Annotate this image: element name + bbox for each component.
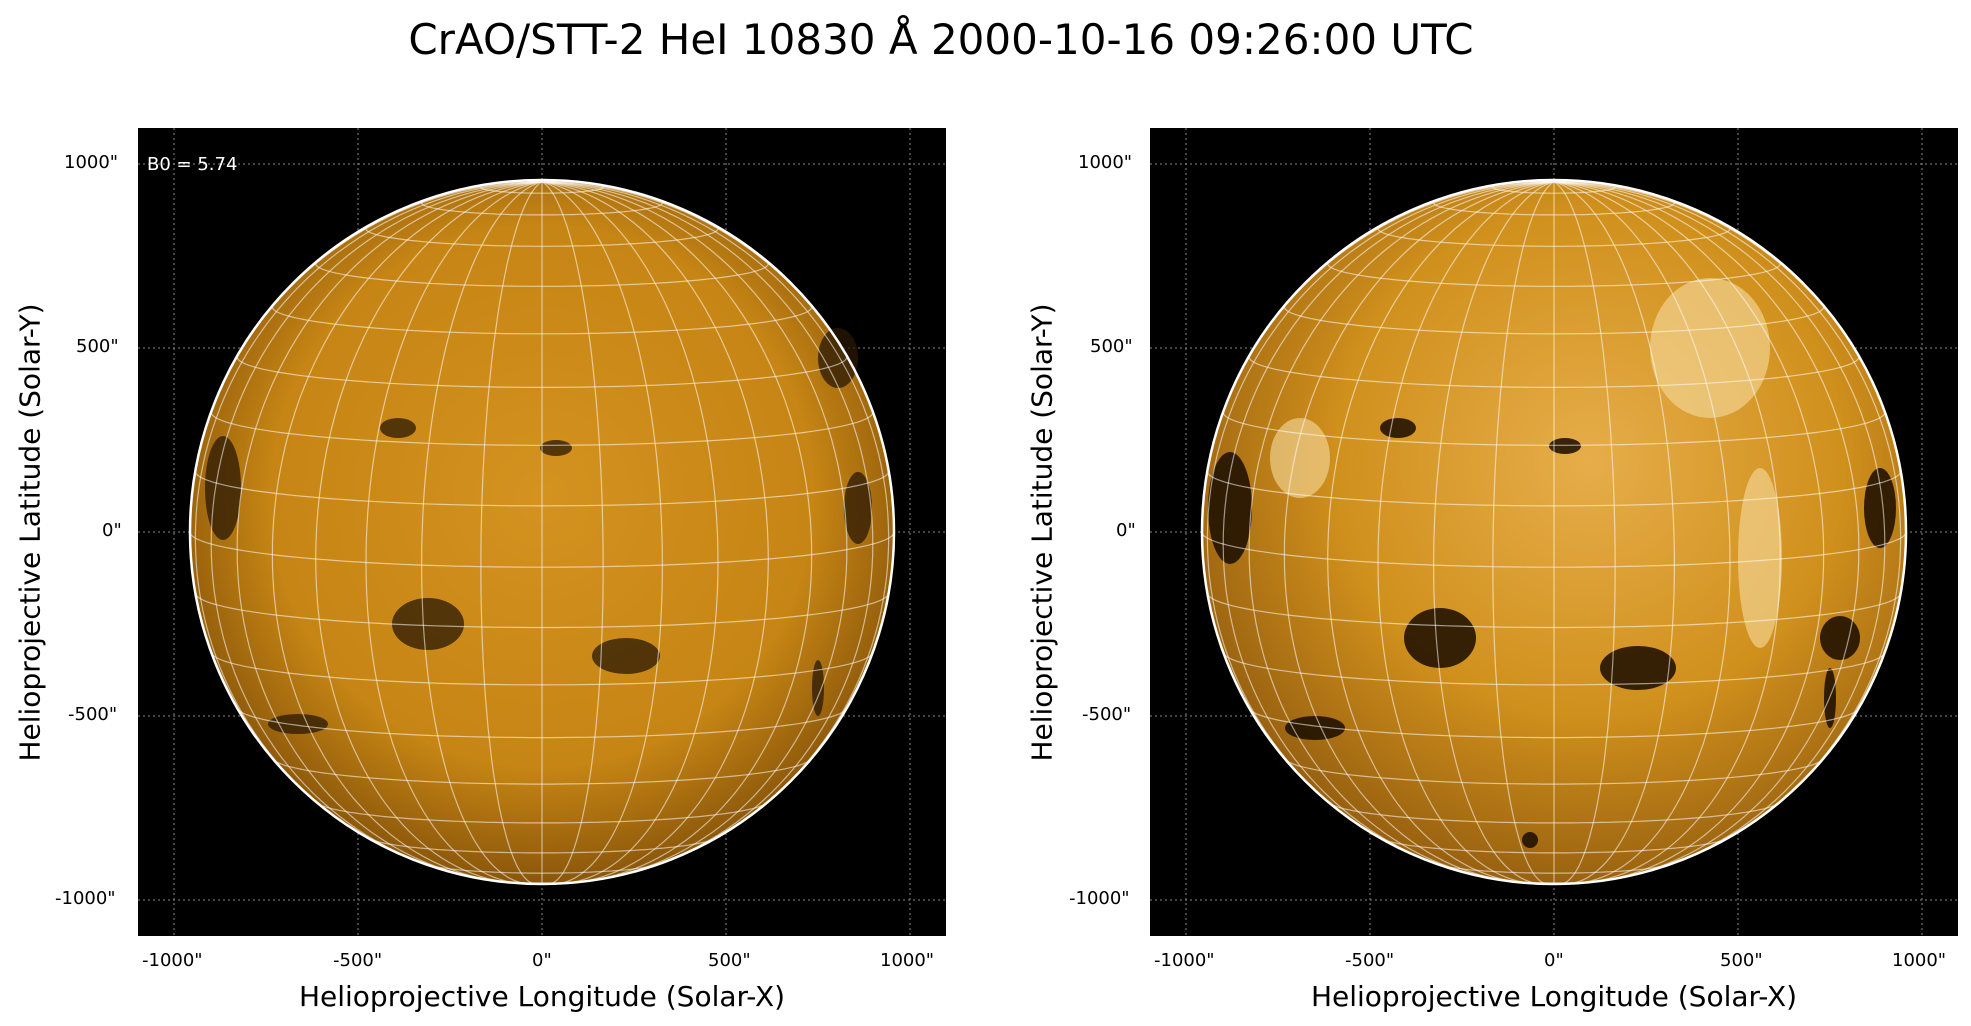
meridian-line	[194, 181, 543, 833]
meridian-line	[210, 181, 543, 870]
heliographic-grid-right	[1201, 181, 1907, 885]
parallel-line	[1381, 838, 1727, 854]
figure-title: CrAO/STT-2 HeI 10830 Å 2000-10-16 09:26:…	[408, 15, 1474, 64]
ytick-left-5: -1000"	[55, 888, 116, 909]
xtick-right-1: -1000"	[1154, 950, 1215, 971]
meridian-line	[541, 181, 604, 885]
meridian-line	[541, 181, 874, 870]
parallel-line	[1285, 759, 1823, 785]
parallel-line	[1222, 412, 1886, 446]
ytick-left-2: 500"	[76, 336, 119, 357]
meridian-line	[1553, 181, 1676, 884]
ytick-left-1: 1000"	[64, 152, 119, 173]
meridian-line	[541, 181, 890, 833]
x-axis-label-right: Helioprojective Longitude (Solar-X)	[1310, 980, 1798, 1013]
parallel-line	[369, 838, 715, 854]
meridian-line	[1553, 181, 1731, 884]
meridian-line	[1553, 181, 1902, 833]
parallel-line	[273, 759, 811, 785]
meridian-line	[541, 181, 769, 884]
parallel-line	[271, 306, 813, 335]
parallel-line	[427, 864, 657, 874]
ytick-right-2: 500"	[1090, 336, 1133, 357]
xtick-right-5: 1000"	[1892, 950, 1947, 971]
parallel-line	[1223, 653, 1885, 686]
parallel-line	[480, 187, 604, 194]
parallel-line	[237, 708, 847, 739]
meridian-line	[1377, 181, 1555, 884]
parallel-line	[1439, 864, 1669, 874]
xtick-right-4: 500"	[1720, 950, 1763, 971]
meridian-line	[1432, 181, 1555, 884]
solar-disk-svg-left	[138, 128, 946, 936]
meridian-line	[365, 181, 543, 884]
parallel-line	[1206, 471, 1902, 507]
heliographic-grid-left	[189, 181, 895, 885]
meridian-line	[1553, 181, 1886, 870]
xtick-right-3: 0"	[1544, 950, 1564, 971]
xtick-left-2: -500"	[333, 950, 383, 971]
meridian-line	[1222, 181, 1555, 870]
solar-disk-image-right	[1150, 128, 1958, 936]
parallel-line	[1433, 202, 1675, 216]
ytick-right-1: 1000"	[1078, 152, 1133, 173]
parallel-line	[1377, 228, 1731, 247]
xtick-left-1: -1000"	[142, 950, 203, 971]
parallel-line	[195, 593, 889, 629]
xtick-right-2: -500"	[1345, 950, 1395, 971]
bright-regions-right	[1270, 278, 1782, 648]
meridian-line	[1553, 181, 1616, 885]
meridian-line	[480, 181, 543, 885]
parallel-line	[210, 412, 874, 446]
x-axis-label-left: Helioprojective Longitude (Solar-X)	[298, 980, 786, 1013]
meridian-line	[1553, 181, 1825, 882]
meridian-line	[1492, 181, 1555, 885]
meridian-line	[271, 181, 543, 882]
meridian-line	[1206, 181, 1555, 833]
xtick-left-4: 500"	[708, 950, 751, 971]
y-axis-label-left: Helioprojective Latitude (Solar-Y)	[13, 303, 47, 762]
xtick-left-5: 1000"	[880, 950, 935, 971]
b0-annotation: B0 = 5.74	[147, 154, 238, 175]
meridian-line	[541, 181, 719, 884]
dark-filaments-right	[1208, 418, 1896, 848]
parallel-line	[1207, 593, 1901, 629]
parallel-line	[194, 471, 890, 507]
meridian-line	[315, 181, 543, 884]
solar-disk-image-left: B0 = 5.74	[138, 128, 946, 936]
ytick-left-4: -500"	[68, 704, 118, 725]
meridian-line	[1327, 181, 1555, 884]
parallel-line	[189, 531, 895, 568]
solar-disk-svg-right	[1150, 128, 1958, 936]
parallel-line	[365, 228, 719, 247]
dark-filaments-left	[205, 328, 872, 734]
parallel-line	[211, 653, 873, 686]
solar-limb-left	[188, 178, 896, 886]
meridian-line	[1553, 181, 1781, 884]
parallel-line	[421, 202, 663, 216]
parallel-line	[236, 356, 848, 388]
parallel-line	[1327, 263, 1781, 287]
ytick-right-3: 0"	[1116, 520, 1136, 541]
solar-limb-right	[1200, 178, 1908, 886]
meridian-line	[1283, 181, 1555, 882]
parallel-line	[1329, 802, 1779, 824]
parallel-line	[1249, 708, 1859, 739]
meridian-line	[541, 181, 664, 884]
parallel-line	[315, 263, 769, 287]
parallel-line	[317, 802, 767, 824]
parallel-line	[1201, 531, 1907, 568]
ytick-right-5: -1000"	[1069, 888, 1130, 909]
y-axis-label-right: Helioprojective Latitude (Solar-Y)	[1025, 303, 1059, 762]
parallel-line	[1283, 306, 1825, 335]
parallel-line	[1248, 356, 1860, 388]
ytick-right-4: -500"	[1082, 704, 1132, 725]
parallel-line	[1492, 187, 1616, 194]
ytick-left-3: 0"	[102, 520, 122, 541]
meridian-line	[541, 181, 813, 882]
xtick-left-3: 0"	[532, 950, 552, 971]
meridian-line	[420, 181, 543, 884]
